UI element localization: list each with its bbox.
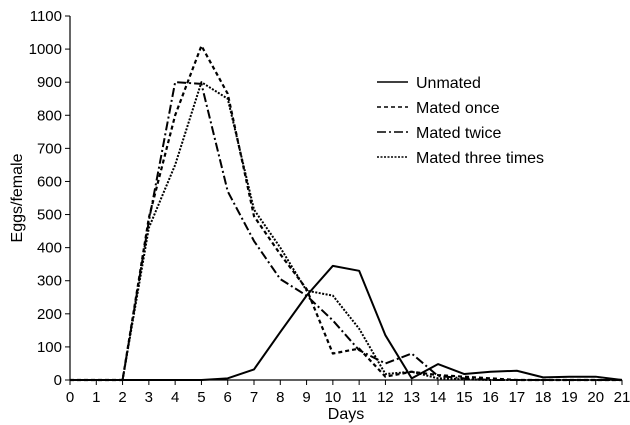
x-tick-label: 13	[403, 389, 420, 406]
y-tick-label: 0	[54, 372, 62, 389]
x-tick-label: 17	[509, 389, 526, 406]
x-tick-label: 8	[276, 389, 284, 406]
x-tick-label: 0	[66, 389, 74, 406]
x-tick-label: 20	[587, 389, 604, 406]
x-tick-label: 4	[171, 389, 179, 406]
legend-label: Mated once	[416, 100, 500, 117]
y-axis-title: Eggs/female	[9, 153, 26, 242]
y-tick-label: 1100	[30, 8, 62, 25]
series-line-4	[70, 81, 622, 381]
x-tick-label: 19	[561, 389, 578, 406]
y-tick-label: 500	[37, 207, 62, 224]
legend: Unmated Mated once Mated twice Mated three …	[377, 75, 544, 167]
series-line-2	[70, 44, 622, 382]
y-tick-label: 1000	[29, 41, 62, 58]
x-tick-label: 14	[430, 389, 447, 406]
y-tick-label: 100	[37, 339, 62, 356]
x-tick-label: 12	[377, 389, 394, 406]
x-axis-title: Days	[328, 406, 364, 423]
x-ticks: 0 1 2 3 4 5 6 7 8 9 10 11 12 13 14 15 16 17 18 19 20 21	[66, 380, 630, 406]
series-line-1	[70, 264, 623, 381]
y-ticks: 0 100 200 300 400 500 600 700 800 900 1000 1100	[29, 8, 70, 389]
x-tick-label: 10	[325, 389, 342, 406]
x-tick-label: 7	[250, 389, 258, 406]
x-tick-label: 2	[118, 389, 126, 406]
x-tick-label: 11	[351, 389, 367, 406]
x-tick-label: 3	[145, 389, 153, 406]
x-tick-label: 21	[614, 389, 630, 406]
y-tick-label: 900	[37, 74, 62, 91]
y-tick-label: 600	[37, 173, 62, 190]
x-tick-label: 6	[224, 389, 232, 406]
y-tick-label: 200	[37, 306, 62, 323]
x-tick-label: 1	[92, 389, 100, 406]
axes	[69, 16, 622, 381]
x-tick-label: 18	[535, 389, 552, 406]
x-tick-label: 16	[482, 389, 499, 406]
legend-label: Unmated	[416, 75, 481, 92]
legend-label: Mated twice	[416, 125, 501, 142]
x-tick-label: 5	[197, 389, 205, 406]
y-tick-label: 300	[37, 273, 62, 290]
x-tick-label: 15	[456, 389, 473, 406]
series-group	[70, 44, 623, 382]
legend-label: Mated three times	[416, 150, 544, 167]
y-tick-label: 400	[37, 240, 62, 257]
x-tick-label: 9	[302, 389, 310, 406]
y-tick-label: 700	[37, 140, 62, 157]
series-line-3	[70, 81, 622, 381]
y-tick-label: 800	[37, 107, 62, 124]
